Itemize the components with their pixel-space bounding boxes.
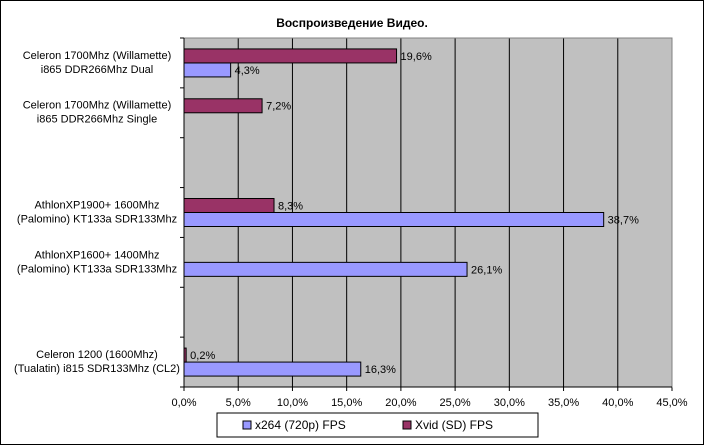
x-tick-label: 0,0% bbox=[171, 397, 196, 409]
x-tick-label: 45,0% bbox=[656, 397, 687, 409]
chart-title: Воспроизведение Видео. bbox=[276, 16, 428, 30]
bar bbox=[183, 98, 263, 114]
bar bbox=[183, 361, 362, 377]
y-tick-label: Celeron 1700Mhz (Willamette) bbox=[23, 100, 172, 112]
legend-swatch bbox=[242, 420, 252, 430]
bar bbox=[183, 347, 187, 363]
y-tick-label: AthlonXP1600+ 1400Mhz bbox=[34, 249, 159, 261]
x-tick-label: 40,0% bbox=[602, 397, 633, 409]
y-tick-label: (Palomino) KT133a SDR133Mhz bbox=[17, 263, 177, 275]
value-label: 7,2% bbox=[266, 101, 291, 113]
value-label: 0,2% bbox=[190, 350, 215, 362]
legend-swatch bbox=[402, 420, 412, 430]
x-tick-label: 25,0% bbox=[440, 397, 471, 409]
legend-box bbox=[216, 412, 539, 438]
bar bbox=[183, 212, 605, 227]
value-label: 19,6% bbox=[401, 51, 432, 63]
value-label: 26,1% bbox=[471, 264, 502, 276]
x-tick-label: 5,0% bbox=[226, 397, 251, 409]
y-tick-label: Celeron 1200 (1600Mhz) bbox=[36, 349, 158, 361]
value-label: 4,3% bbox=[235, 65, 260, 77]
y-tick-label: (Palomino) KT133a SDR133Mhz bbox=[17, 213, 177, 225]
value-label: 38,7% bbox=[608, 214, 639, 226]
x-tick-label: 35,0% bbox=[548, 397, 579, 409]
bar bbox=[183, 62, 232, 78]
value-label: 16,3% bbox=[365, 364, 396, 376]
x-tick-label: 15,0% bbox=[331, 397, 362, 409]
y-tick-label: Celeron 1700Mhz (Willamette) bbox=[23, 50, 172, 62]
y-tick-label: (Tualatin) i815 SDR133Mhz (CL2) bbox=[14, 363, 180, 375]
y-tick-label: AthlonXP1900+ 1600Mhz bbox=[34, 199, 159, 211]
x-tick-label: 10,0% bbox=[277, 397, 308, 409]
x-tick-label: 20,0% bbox=[385, 397, 416, 409]
y-tick-label: i865 DDR266Mhz Dual bbox=[41, 64, 154, 76]
value-label: 8,3% bbox=[278, 200, 303, 212]
bar bbox=[183, 48, 398, 64]
bar bbox=[183, 198, 275, 213]
x-tick-label: 30,0% bbox=[494, 397, 525, 409]
bar bbox=[183, 261, 468, 277]
legend-label: x264 (720p) FPS bbox=[255, 418, 346, 432]
legend-label: Xvid (SD) FPS bbox=[415, 418, 493, 432]
y-tick-label: i865 DDR266Mhz Single bbox=[37, 114, 157, 126]
